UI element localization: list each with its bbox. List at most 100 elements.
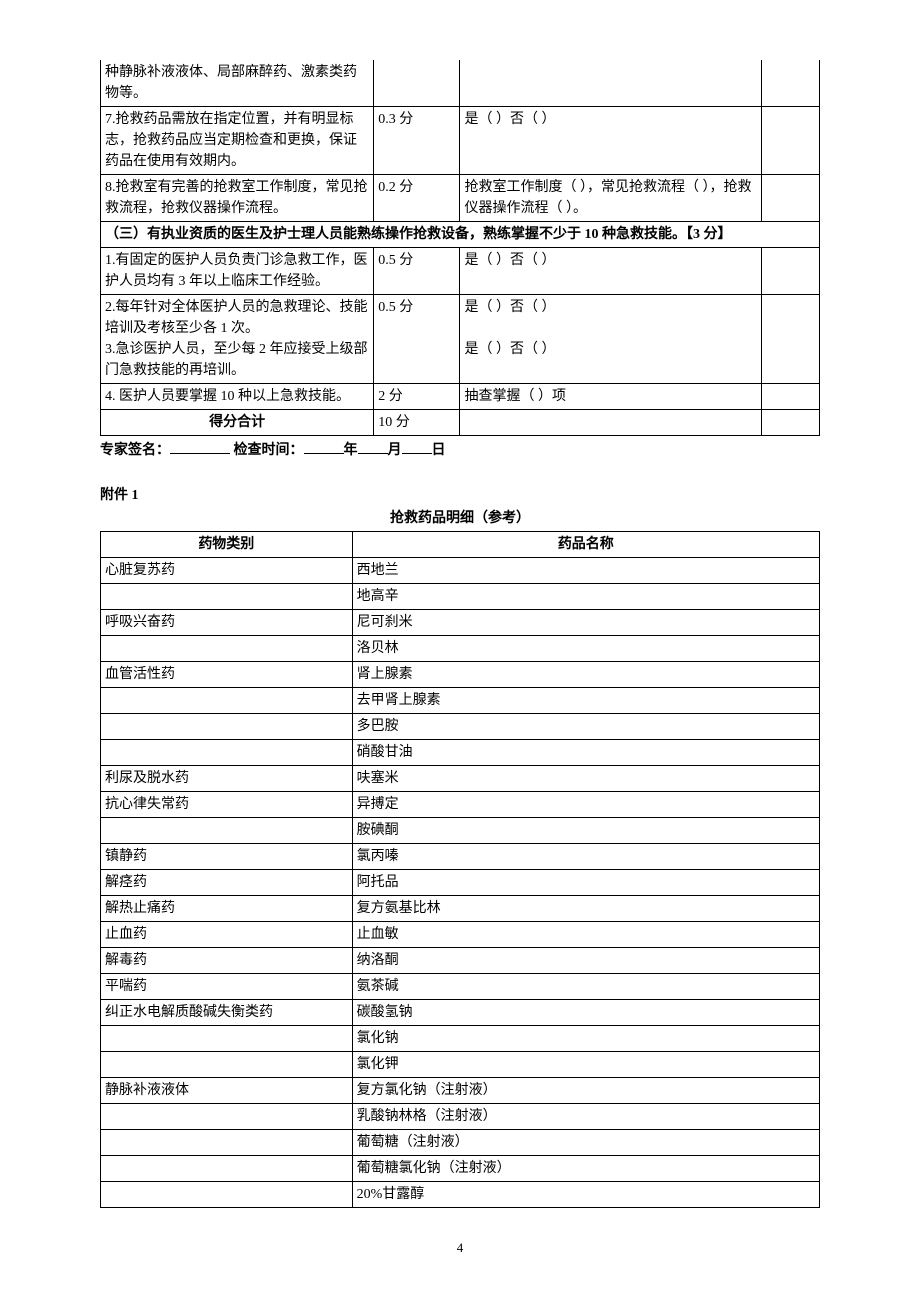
drug-row: 止血药止血敏 [101,922,820,948]
table-cell: 解毒药 [101,948,353,974]
month-blank [358,453,388,454]
table-cell [101,740,353,766]
expert-sign-blank [170,453,230,454]
year-label: 年 [344,443,358,458]
table-cell [101,636,353,662]
drug-table-title: 抢救药品明细（参考） [100,508,820,529]
table-cell [762,60,820,107]
table-cell: 尼可刹米 [352,610,819,636]
table-cell: 利尿及脱水药 [101,766,353,792]
table-cell [762,248,820,295]
check-time-label: 检查时间： [234,443,304,458]
table-cell: 心脏复苏药 [101,558,353,584]
drug-row: 20%甘露醇 [101,1182,820,1208]
table-cell: 纳洛酮 [352,948,819,974]
drug-row: 抗心律失常药异搏定 [101,792,820,818]
table-cell: 氯化钾 [352,1052,819,1078]
table-row: 1.有固定的医护人员负责门诊急救工作，医护人员均有 3 年以上临床工作经验。0.… [101,248,820,295]
drug-name-header: 药品名称 [352,532,819,558]
table-cell [762,384,820,410]
table-cell: 0.3 分 [374,107,460,175]
total-row: 得分合计10 分 [101,410,820,436]
table-cell: 是（ ）否（ ） [460,248,762,295]
table-cell: 是（ ）否（ ）是（ ）否（ ） [460,295,762,384]
drug-table: 药物类别 药品名称 心脏复苏药西地兰地高辛呼吸兴奋药尼可刹米洛贝林血管活性药肾上… [100,531,820,1208]
drug-row: 硝酸甘油 [101,740,820,766]
table-cell: 呋塞米 [352,766,819,792]
table-cell: 4. 医护人员要掌握 10 种以上急救技能。 [101,384,374,410]
table-cell: 抽查掌握（ ）项 [460,384,762,410]
drug-row: 镇静药氯丙嗪 [101,844,820,870]
table-cell: 静脉补液液体 [101,1078,353,1104]
table-cell [101,1156,353,1182]
drug-row: 葡萄糖（注射液） [101,1130,820,1156]
table-cell: 氨茶碱 [352,974,819,1000]
table-cell: 纠正水电解质酸碱失衡类药 [101,1000,353,1026]
table-cell: 异搏定 [352,792,819,818]
table-cell: 硝酸甘油 [352,740,819,766]
drug-row: 洛贝林 [101,636,820,662]
page-number: 4 [100,1238,820,1258]
table-cell [101,714,353,740]
table-cell: 乳酸钠林格（注射液） [352,1104,819,1130]
table-cell: 氯丙嗪 [352,844,819,870]
table-cell: 解痉药 [101,870,353,896]
table-cell: 去甲肾上腺素 [352,688,819,714]
table-cell [460,410,762,436]
drug-row: 血管活性药肾上腺素 [101,662,820,688]
drug-row: 氯化钠 [101,1026,820,1052]
table-cell [374,60,460,107]
table-cell: 止血敏 [352,922,819,948]
table-cell [762,107,820,175]
drug-row: 葡萄糖氯化钠（注射液） [101,1156,820,1182]
table-row: 2.每年针对全体医护人员的急救理论、技能培训及考核至少各 1 次。3.急诊医护人… [101,295,820,384]
drug-row: 胺碘酮 [101,818,820,844]
table-cell: 地高辛 [352,584,819,610]
table-cell: 复方氯化钠（注射液） [352,1078,819,1104]
table-cell: 西地兰 [352,558,819,584]
drug-cat-header: 药物类别 [101,532,353,558]
table-cell: 洛贝林 [352,636,819,662]
table-row: 7.抢救药品需放在指定位置，并有明显标志，抢救药品应当定期检查和更换，保证药品在… [101,107,820,175]
table-cell: 2 分 [374,384,460,410]
table-row: 8.抢救室有完善的抢救室工作制度，常见抢救流程，抢救仪器操作流程。0.2 分抢救… [101,175,820,222]
table-cell: 解热止痛药 [101,896,353,922]
drug-row: 解热止痛药复方氨基比林 [101,896,820,922]
table-cell: 抢救室工作制度（ ），常见抢救流程（ ），抢救仪器操作流程（ ）。 [460,175,762,222]
table-cell: 20%甘露醇 [352,1182,819,1208]
table-cell: 0.5 分 [374,295,460,384]
table-cell: 葡萄糖（注射液） [352,1130,819,1156]
table-cell [101,1130,353,1156]
table-cell: 1.有固定的医护人员负责门诊急救工作，医护人员均有 3 年以上临床工作经验。 [101,248,374,295]
year-blank [304,453,344,454]
section-header-cell: （三）有执业资质的医生及护士理人员能熟练操作抢救设备，熟练掌握不少于 10 种急… [101,222,820,248]
day-blank [402,453,432,454]
table-cell [101,1052,353,1078]
expert-sign-label: 专家签名： [100,443,170,458]
table-cell: 多巴胺 [352,714,819,740]
table-cell [101,818,353,844]
table-cell: 0.2 分 [374,175,460,222]
table-cell [762,410,820,436]
section-header-row: （三）有执业资质的医生及护士理人员能熟练操作抢救设备，熟练掌握不少于 10 种急… [101,222,820,248]
table-cell [101,1026,353,1052]
table-cell: 2.每年针对全体医护人员的急救理论、技能培训及考核至少各 1 次。3.急诊医护人… [101,295,374,384]
table-cell [762,175,820,222]
drug-row: 静脉补液液体复方氯化钠（注射液） [101,1078,820,1104]
table-cell: 止血药 [101,922,353,948]
table-cell [101,1104,353,1130]
month-label: 月 [388,443,402,458]
table-cell: 是（ ）否（ ） [460,107,762,175]
table-row: 种静脉补液液体、局部麻醉药、激素类药物等。 [101,60,820,107]
table-cell: 10 分 [374,410,460,436]
table-cell: 葡萄糖氯化钠（注射液） [352,1156,819,1182]
table-cell: 抗心律失常药 [101,792,353,818]
table-cell: 得分合计 [101,410,374,436]
table-cell: 镇静药 [101,844,353,870]
drug-row: 利尿及脱水药呋塞米 [101,766,820,792]
table-cell [460,60,762,107]
drug-row: 解毒药纳洛酮 [101,948,820,974]
table-cell: 平喘药 [101,974,353,1000]
table-cell: 复方氨基比林 [352,896,819,922]
table-cell [101,688,353,714]
